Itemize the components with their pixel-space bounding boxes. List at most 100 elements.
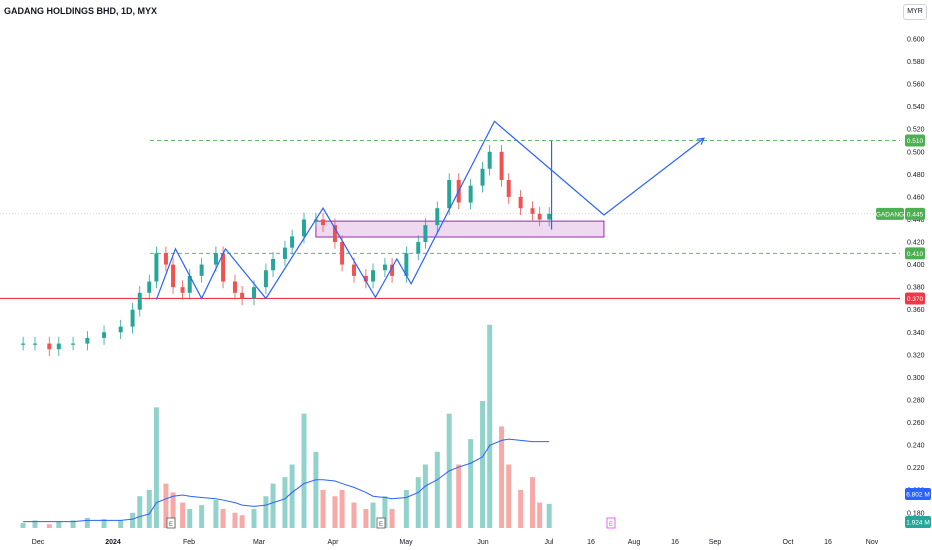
pattern-drawing <box>155 120 705 300</box>
candle-body <box>447 180 452 209</box>
candle-body <box>137 292 142 310</box>
volume-bar <box>146 489 152 528</box>
price-tick-label: 0.360 <box>907 307 925 314</box>
volume-bar <box>339 489 345 528</box>
volume-bar <box>46 524 52 528</box>
candle-body <box>480 168 485 186</box>
symbol-tag-label: GADANG <box>876 211 904 218</box>
zone-rect <box>315 220 605 238</box>
volume-ma-tag-label: 6.802 M <box>906 492 930 499</box>
volume-bar <box>518 489 524 528</box>
zigzag-pattern-line <box>155 120 705 300</box>
volume-bar <box>480 401 486 528</box>
time-tick-label: Mar <box>253 539 266 546</box>
time-tick-label: Oct <box>783 539 794 546</box>
chart-title: GADANG HOLDINGS BHD, 1D, MYX <box>4 6 158 16</box>
candle-body <box>537 213 542 220</box>
candle-body <box>290 236 295 248</box>
price-tick-label: 0.220 <box>907 465 925 472</box>
volume-bar <box>370 502 376 528</box>
support-zone <box>315 220 605 238</box>
horizontal-levels <box>0 140 900 300</box>
volume-bar <box>434 451 440 528</box>
price-tick-label: 0.600 <box>907 37 925 44</box>
price-tick-label: 0.440 <box>907 217 925 224</box>
volume-bar <box>220 508 226 528</box>
price-axis: 0.600 0.580 0.560 0.540 0.520 0.500 0.480 0.460… <box>907 37 925 518</box>
price-tick-label: 0.340 <box>907 330 925 337</box>
price-tick-label: 0.560 <box>907 82 925 89</box>
candle-body <box>263 270 268 288</box>
candle-body <box>468 185 473 203</box>
volume-bar <box>263 496 269 528</box>
price-tick-label: 0.420 <box>907 240 925 247</box>
candle-body <box>499 151 504 180</box>
candle-body <box>213 253 218 265</box>
candle-body <box>33 343 37 345</box>
volume-bar <box>389 508 395 528</box>
volume-bar <box>213 500 219 528</box>
price-tick-label: 0.460 <box>907 194 925 201</box>
volume-bar <box>153 407 159 528</box>
price-tick-label: 0.260 <box>907 420 925 427</box>
price-tick-label: 0.240 <box>907 443 925 450</box>
volume-bar <box>118 520 124 528</box>
volume-bar <box>546 503 552 528</box>
candle-body <box>102 332 107 338</box>
earnings-mark-label: E <box>379 522 383 528</box>
volume-bar <box>363 508 369 528</box>
candle-body <box>199 264 204 276</box>
price-tick-label: 0.400 <box>907 262 925 269</box>
volume-bar <box>239 515 245 528</box>
earnings-mark-box <box>376 517 386 529</box>
candle-body <box>271 258 276 271</box>
candle-body <box>71 343 76 345</box>
candle-body <box>382 264 387 271</box>
volume-bar <box>351 502 357 528</box>
volume-tag-bg <box>905 516 931 528</box>
volume-bar <box>487 324 493 528</box>
volume-bar <box>232 512 238 528</box>
volume-bar <box>84 517 90 528</box>
earnings-mark-label: E <box>169 522 173 528</box>
price-tick-label: 0.380 <box>907 285 925 292</box>
volume-bar <box>289 464 295 528</box>
volume-bar <box>403 489 409 528</box>
volume-bar <box>187 508 193 528</box>
candle-body <box>423 225 428 243</box>
volume-bar <box>301 413 307 528</box>
volume-bar <box>180 502 186 528</box>
time-tick-label: Nov <box>866 539 879 546</box>
time-tick-label: Aug <box>628 539 641 546</box>
arrow-head-icon <box>696 137 705 145</box>
time-tick-label: Dec <box>32 539 45 546</box>
volume-bar <box>163 483 169 528</box>
volume-bar <box>332 496 338 528</box>
candle-body <box>180 287 185 293</box>
time-tick-label: 16 <box>671 539 679 546</box>
earnings-mark-label: E <box>609 522 613 528</box>
candle-body <box>302 219 306 237</box>
time-tick-label: 16 <box>824 539 832 546</box>
last-price-tag-label: 0.445 <box>907 211 924 218</box>
volume-bar <box>137 496 143 528</box>
candle-body <box>506 180 511 197</box>
volume-bar <box>199 505 205 528</box>
currency-button[interactable]: MYR <box>903 4 927 20</box>
candle-body <box>85 337 90 344</box>
volume-bar <box>313 451 319 528</box>
volume-bar <box>251 508 257 528</box>
price-tick-label: 0.480 <box>907 172 925 179</box>
base-tag-label: 0.370 <box>907 296 924 303</box>
volume-bar <box>56 521 62 528</box>
candle-body <box>240 292 245 299</box>
time-tick-label: Feb <box>183 539 195 546</box>
candle-body <box>56 343 61 350</box>
candle-body <box>118 326 123 333</box>
volume-bar <box>506 464 512 528</box>
candle-body <box>321 219 326 226</box>
price-tags: 0.510 0.410 0.370 GADANG 0.445 6.802 M 1.924 M <box>876 134 931 528</box>
candle-body <box>530 208 535 214</box>
